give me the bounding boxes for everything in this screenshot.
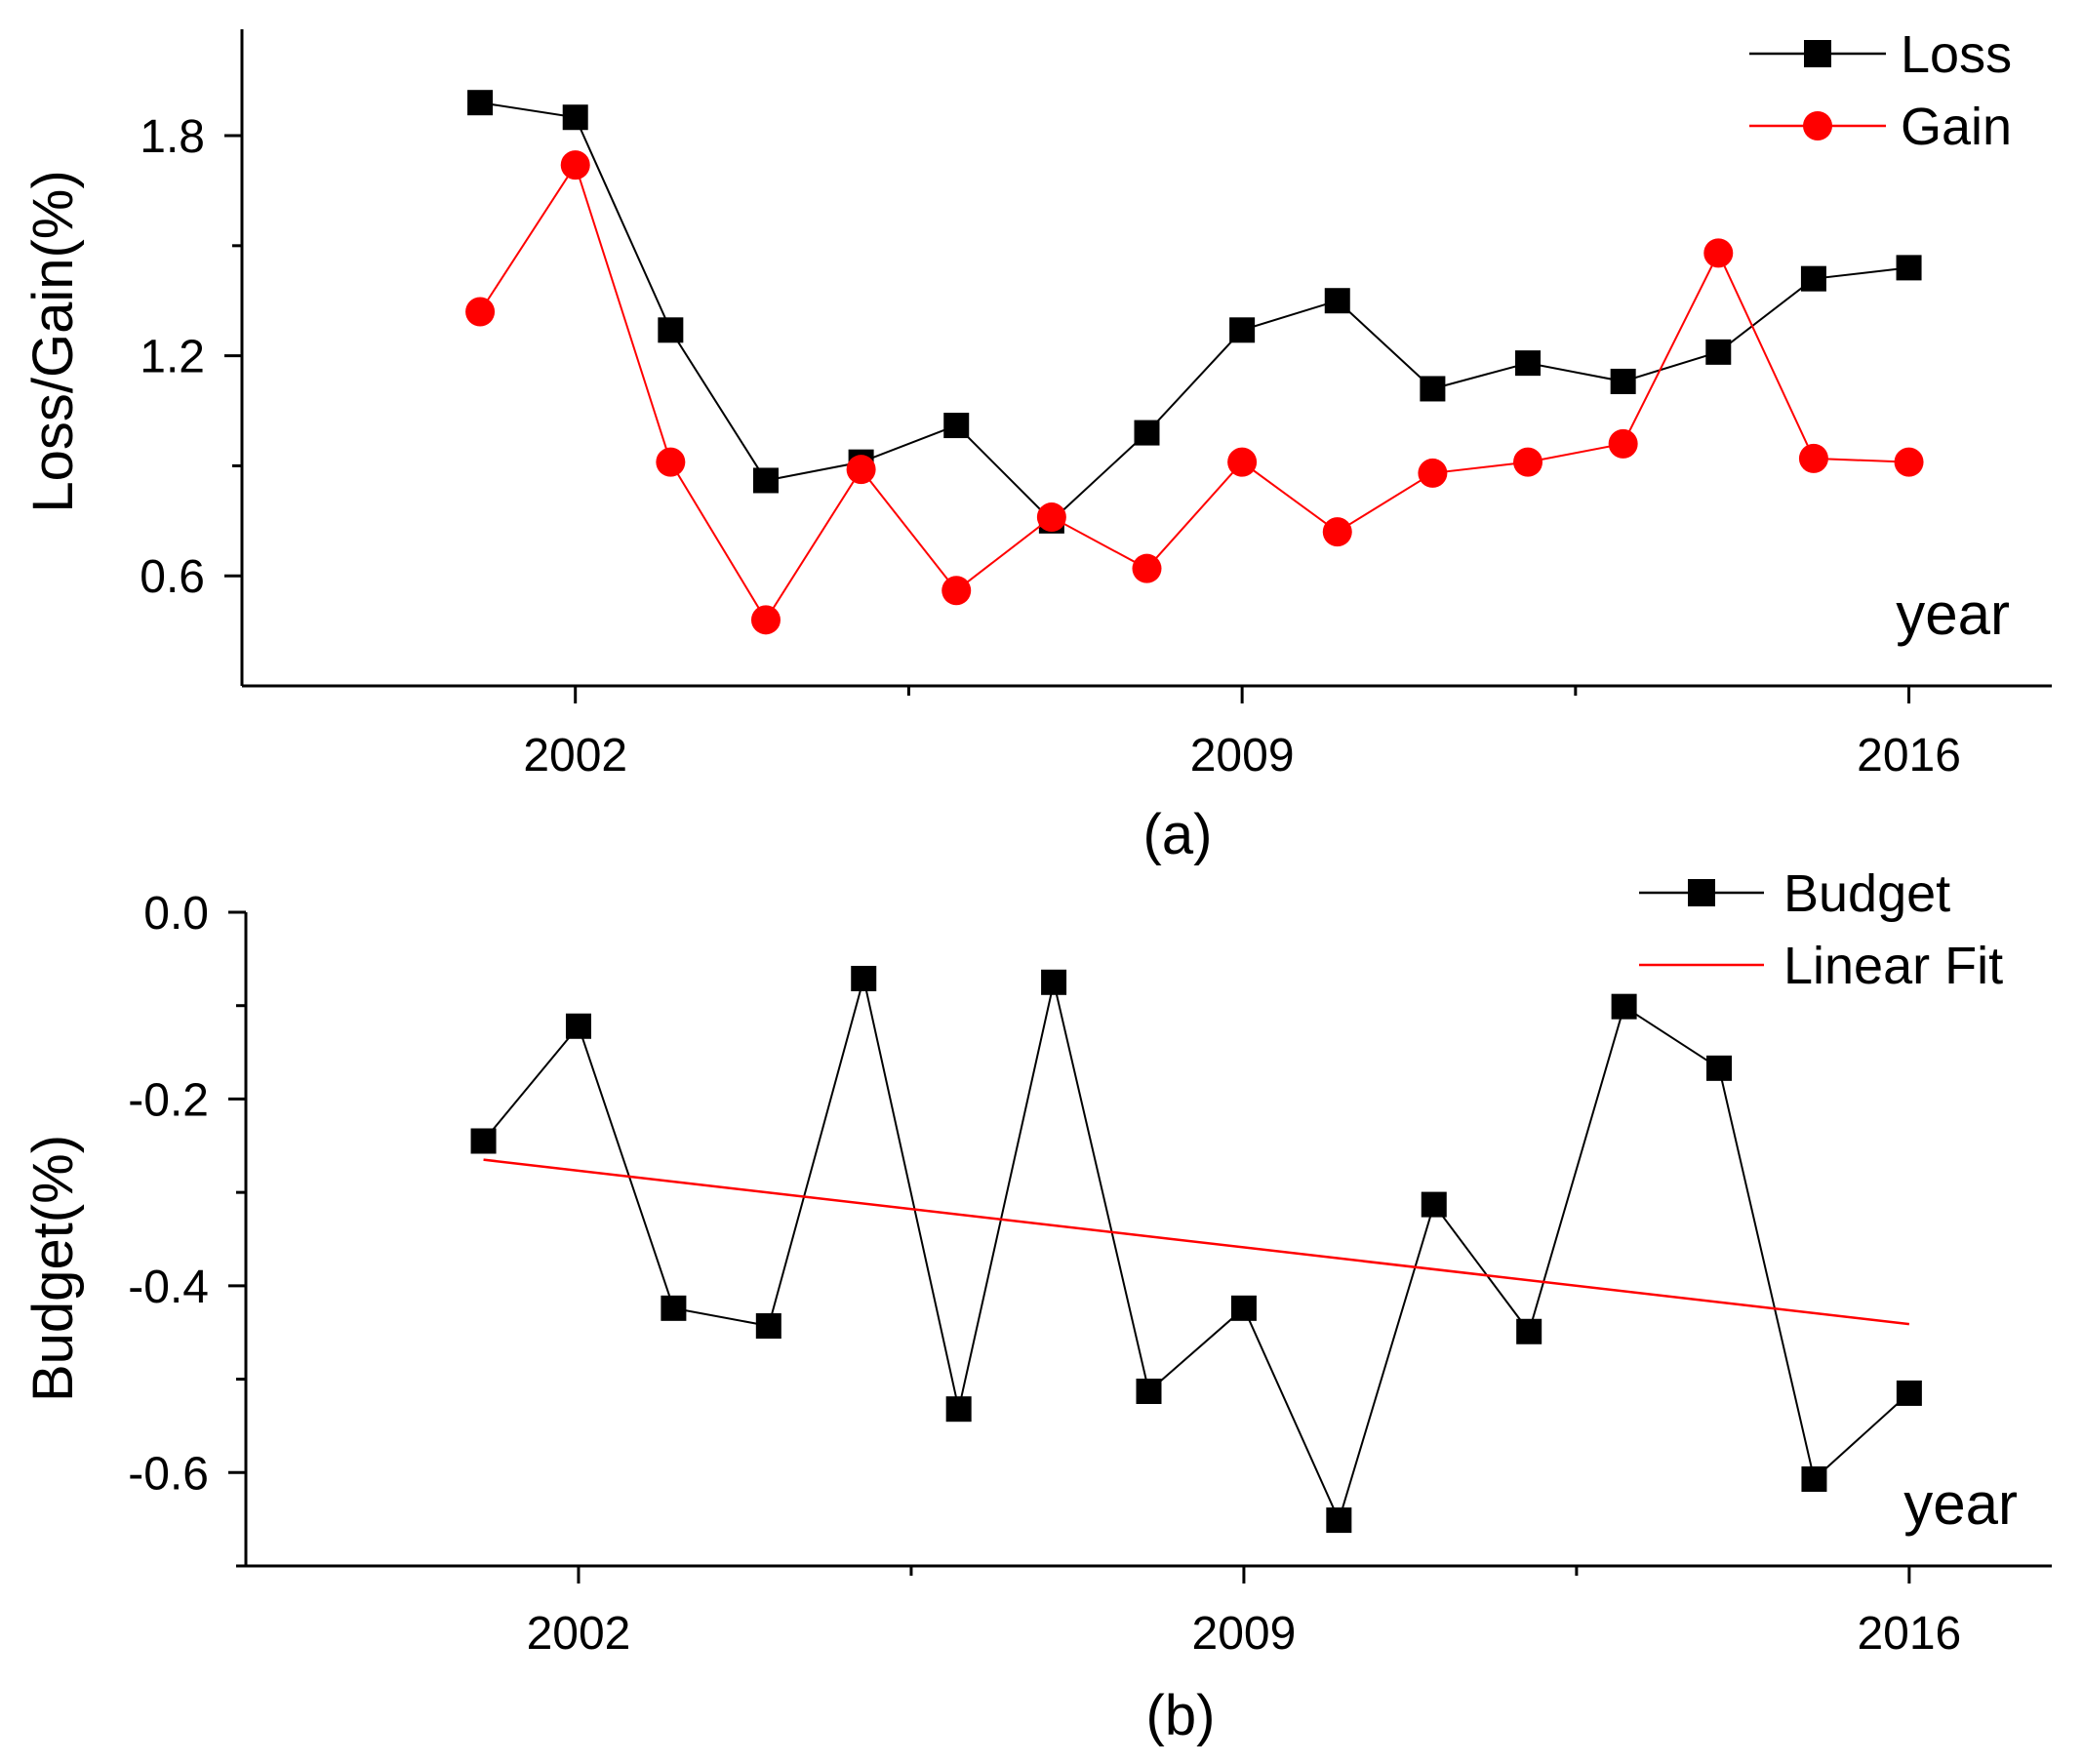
- panel-b-budget-point-2004: [755, 1313, 781, 1340]
- panel-a-y-tick-label-0-6: 0.6: [140, 551, 205, 603]
- panel-a-gain-point-2007: [1036, 502, 1066, 533]
- panel-a-y-tick-label-1-8: 1.8: [140, 111, 205, 163]
- panel-a-series-loss: [467, 90, 1922, 534]
- panel-b-legend-item-budget: Budget: [1639, 864, 1950, 923]
- panel-a-y-tick-label-1-2: 1.2: [140, 332, 205, 383]
- panel-a-x-tick-label-2002: 2002: [523, 730, 627, 782]
- panel-a-loss-point-2008: [1134, 420, 1160, 446]
- panel-b-series-line-budget: [482, 978, 1910, 1523]
- panel-a-loss-point-2006: [943, 413, 970, 439]
- panel-a-loss-point-2016: [1896, 255, 1922, 281]
- panel-b-legend-label-linear-fit: Linear Fit: [1783, 937, 2003, 995]
- panel-a-ticks: 2002 2009 2016 0.6 1.2 1.8: [140, 111, 1961, 782]
- panel-a-legend-marker-gain: [1803, 111, 1832, 140]
- panel-a-y-axis-title: Loss/Gain(%): [21, 170, 85, 512]
- panel-a-gain-point-2015: [1798, 443, 1828, 473]
- panel-a-gain-point-2009: [1227, 447, 1258, 477]
- panel-a-legend-item-loss: Loss: [1749, 25, 2012, 84]
- panel-a-legend: Loss Gain: [1749, 25, 2012, 156]
- panel-a-axes: [240, 29, 2052, 688]
- panel-a-loss-point-2015: [1800, 265, 1826, 292]
- panel-a-series-gain: [465, 150, 1924, 635]
- panel-b-x-tick-label-2002: 2002: [527, 1608, 631, 1660]
- panel-b-budget-point-2007: [1041, 969, 1067, 995]
- panel-b-budget-point-2011: [1421, 1191, 1447, 1218]
- panel-a-gain-point-2006: [941, 576, 972, 606]
- panel-b-budget-point-2008: [1136, 1379, 1162, 1405]
- panel-b-y-tick-label-0-4: -0.4: [128, 1262, 209, 1313]
- panel-a-loss-point-2002: [562, 104, 588, 131]
- panel-b-x-axis-title: year: [1903, 1471, 2018, 1537]
- panel-a-gain-point-2005: [846, 455, 876, 485]
- panel-a-loss-point-2004: [752, 467, 779, 494]
- panel-b-legend: Budget Linear Fit: [1639, 864, 2003, 995]
- panel-a-loss-point-2001: [467, 90, 494, 116]
- panel-b-caption: (b): [1146, 1684, 1216, 1747]
- panel-b-budget-point-2012: [1516, 1318, 1542, 1344]
- panel-b-series-line-linear-fit: [483, 1158, 1910, 1326]
- panel-b-x-tick-label-2016: 2016: [1857, 1608, 1961, 1660]
- panel-a-marks: [465, 90, 1924, 635]
- panel-b-ticks: 2002 2009 2016 0.0 -0.2 -0.4 -0.6: [128, 888, 1961, 1660]
- panel-b-budget-point-2015: [1801, 1465, 1827, 1492]
- panel-a-gain-point-2003: [656, 447, 686, 477]
- panel-b-budget-point-2001: [470, 1128, 497, 1154]
- panel-a-legend-label-gain: Gain: [1901, 98, 2012, 156]
- panel-a-loss-point-2011: [1420, 376, 1446, 402]
- panel-b-y-tick-label-0-2: -0.2: [128, 1074, 209, 1126]
- panel-b-budget-point-2016: [1896, 1380, 1922, 1406]
- panel-a-legend-item-gain: Gain: [1749, 98, 2012, 156]
- panel-b-budget-point-2009: [1230, 1295, 1257, 1321]
- panel-b-legend-marker-budget: [1688, 879, 1715, 906]
- panel-a-series-line-loss: [479, 101, 1909, 523]
- panel-a-gain-point-2002: [560, 150, 590, 180]
- panel-a-gain-point-2001: [465, 297, 496, 327]
- panel-a-loss-gain-chart: 2002 2009 2016 0.6 1.2 1.8 Loss Gain Loss/Gain…: [21, 25, 2052, 866]
- panel-b-series-budget: [470, 965, 1922, 1534]
- panel-a-loss-point-2014: [1705, 339, 1732, 365]
- panel-a-gain-point-2008: [1132, 553, 1162, 583]
- panel-a-gain-point-2012: [1513, 447, 1543, 477]
- panel-a-series-line-gain: [479, 162, 1909, 622]
- panel-a-x-axis-title: year: [1896, 581, 2010, 647]
- panel-b-x-tick-label-2009: 2009: [1192, 1608, 1297, 1660]
- panel-a-gain-point-2014: [1703, 238, 1734, 268]
- panel-b-marks: [470, 965, 1922, 1534]
- panel-a-legend-marker-loss: [1804, 40, 1831, 67]
- panel-b-y-axis-title: Budget(%): [21, 1135, 85, 1402]
- panel-a-gain-point-2013: [1608, 428, 1638, 459]
- panel-b-legend-label-budget: Budget: [1783, 864, 1950, 923]
- panel-b-axes: [244, 912, 2052, 1568]
- panel-b-budget-point-2014: [1706, 1055, 1733, 1081]
- panel-b-budget-point-2006: [945, 1396, 972, 1423]
- panel-a-x-tick-label-2016: 2016: [1857, 730, 1961, 782]
- panel-b-budget-point-2010: [1326, 1507, 1352, 1534]
- panel-a-loss-point-2003: [658, 317, 684, 343]
- panel-b-legend-item-linear-fit: Linear Fit: [1639, 937, 2003, 995]
- panel-a-loss-point-2009: [1229, 317, 1256, 343]
- panel-a-caption: (a): [1143, 803, 1213, 866]
- panel-b-y-tick-label-0-0: 0.0: [143, 888, 209, 940]
- panel-a-loss-point-2010: [1324, 288, 1350, 314]
- panel-a-legend-label-loss: Loss: [1901, 25, 2012, 84]
- panel-b-series-linear-fit: [483, 1158, 1910, 1326]
- panel-a-gain-point-2004: [750, 605, 781, 635]
- panel-a-loss-point-2012: [1515, 350, 1542, 377]
- panel-a-gain-point-2011: [1418, 458, 1448, 488]
- panel-b-budget-chart: 2002 2009 2016 0.0 -0.2 -0.4 -0.6 Budget Linear…: [21, 864, 2052, 1747]
- panel-a-gain-point-2010: [1322, 517, 1352, 547]
- panel-a-loss-point-2013: [1610, 368, 1636, 394]
- panel-b-budget-point-2002: [565, 1013, 591, 1039]
- panel-b-budget-point-2005: [851, 965, 877, 991]
- panel-b-budget-point-2003: [661, 1295, 687, 1321]
- panel-a-x-tick-label-2009: 2009: [1190, 730, 1295, 782]
- panel-b-y-tick-label-0-6: -0.6: [128, 1448, 209, 1500]
- panel-a-gain-point-2016: [1894, 447, 1924, 477]
- panel-b-budget-point-2013: [1611, 993, 1637, 1020]
